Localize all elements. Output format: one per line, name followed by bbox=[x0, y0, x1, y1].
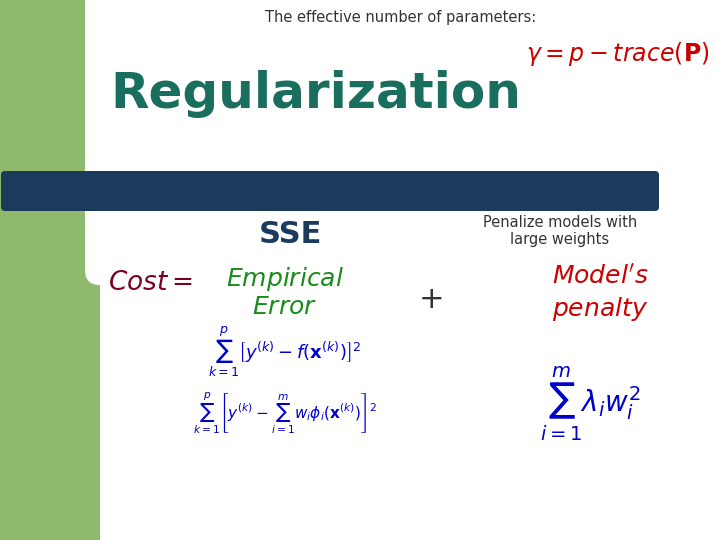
Text: $penalty$: $penalty$ bbox=[552, 295, 648, 323]
FancyBboxPatch shape bbox=[1, 171, 659, 211]
Text: Penalize models with: Penalize models with bbox=[483, 215, 637, 230]
Text: $Cost = $: $Cost = $ bbox=[108, 270, 193, 296]
FancyBboxPatch shape bbox=[85, 0, 720, 285]
Text: $Error$: $Error$ bbox=[253, 295, 318, 319]
Text: $\gamma = p - trace(\mathbf{P})$: $\gamma = p - trace(\mathbf{P})$ bbox=[526, 40, 710, 68]
Polygon shape bbox=[100, 190, 720, 540]
Text: large weights: large weights bbox=[510, 232, 610, 247]
Text: $\sum_{k=1}^{p}\left[y^{(k)} - f\left(\mathbf{x}^{(k)}\right)\right]^2$: $\sum_{k=1}^{p}\left[y^{(k)} - f\left(\m… bbox=[208, 325, 361, 380]
Polygon shape bbox=[100, 0, 720, 190]
Text: Regularization: Regularization bbox=[110, 70, 521, 118]
Text: $Empirical$: $Empirical$ bbox=[226, 265, 344, 293]
Text: $+$: $+$ bbox=[418, 285, 442, 314]
Text: $Model's$: $Model's$ bbox=[552, 265, 649, 289]
Text: $\sum_{k=1}^{p}\left[y^{(k)} - \sum_{i=1}^{m}w_i\phi_i\left(\mathbf{x}^{(k)}\rig: $\sum_{k=1}^{p}\left[y^{(k)} - \sum_{i=1… bbox=[193, 390, 377, 436]
Text: $\sum_{i=1}^{m}\lambda_i w_i^2$: $\sum_{i=1}^{m}\lambda_i w_i^2$ bbox=[540, 365, 640, 443]
Text: The effective number of parameters:: The effective number of parameters: bbox=[265, 10, 536, 25]
Text: SSE: SSE bbox=[258, 220, 322, 249]
Polygon shape bbox=[0, 0, 100, 540]
